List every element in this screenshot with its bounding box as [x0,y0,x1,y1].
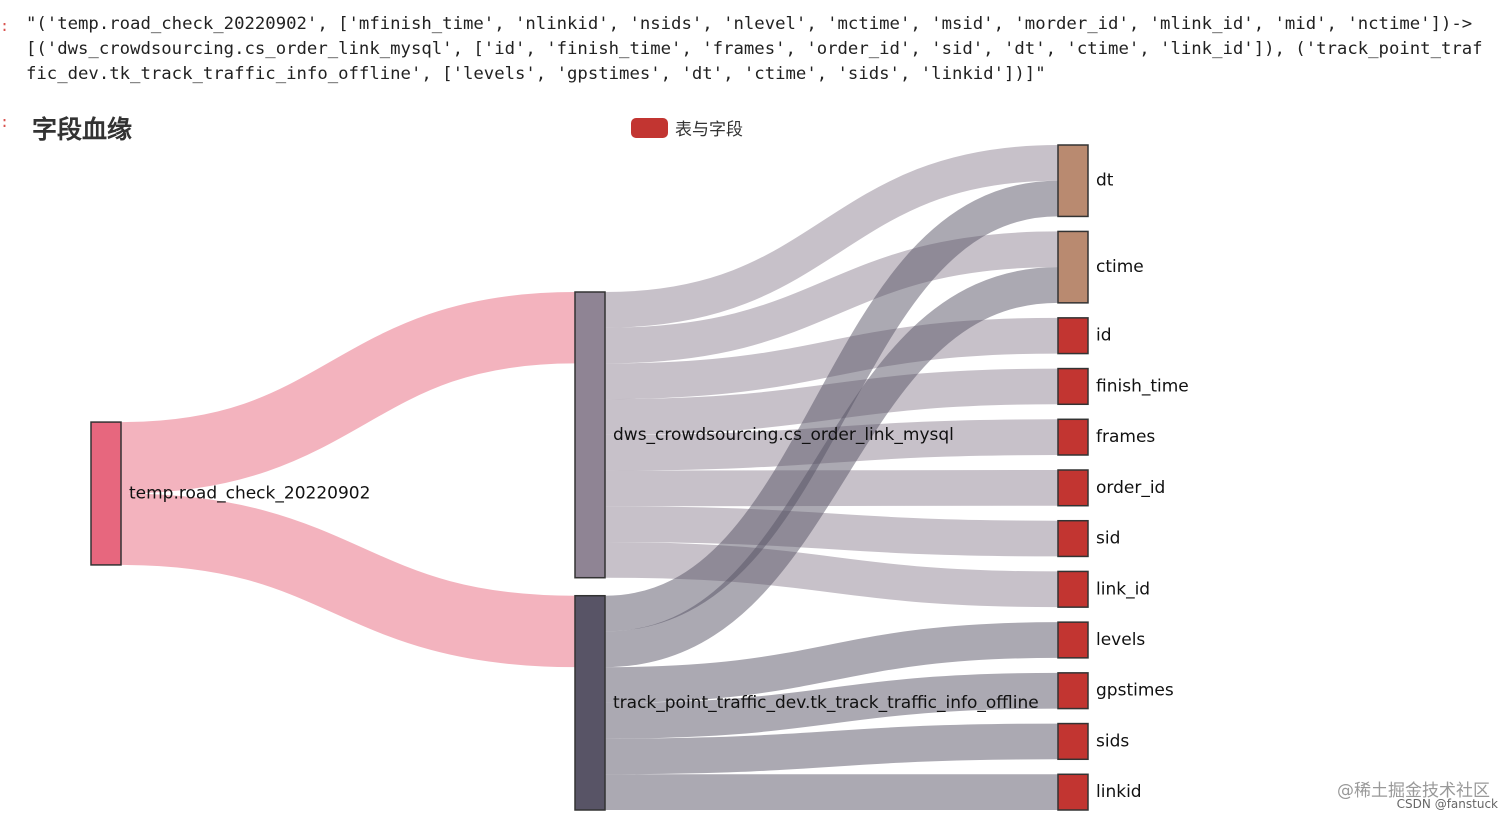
sankey-link[interactable] [604,541,1059,608]
sankey-node-label: gpstimes [1096,681,1174,701]
output-line: fic_dev.tk_track_traffic_info_offline', … [26,64,1046,84]
sankey-node[interactable] [1057,144,1089,218]
chart-legend[interactable]: 表与字段 [631,115,743,140]
sankey-node-label: sid [1096,529,1120,549]
sankey-link[interactable] [120,493,576,668]
sankey-link[interactable] [604,180,1059,632]
sankey-node[interactable] [90,421,122,566]
sankey-node-label: finish_time [1096,376,1189,396]
sankey-node-label: ctime [1096,257,1144,277]
sankey-node[interactable] [1057,418,1089,456]
chart-title: 字段血缘 [32,115,133,144]
legend-label[interactable]: 表与字段 [675,120,743,140]
sankey-link[interactable] [604,723,1059,775]
sankey-node[interactable] [1057,773,1089,811]
sankey-node[interactable] [1057,230,1089,304]
output-line: [('dws_crowdsourcing.cs_order_link_mysql… [26,39,1483,59]
sankey-node[interactable] [1057,519,1089,558]
output-line: "('temp.road_check_20220902', ['mfinish_… [26,14,1473,34]
legend-swatch[interactable] [631,117,668,138]
sankey-node[interactable] [574,594,606,811]
sankey-node[interactable] [1057,722,1089,761]
sankey-link[interactable] [604,267,1059,668]
sankey-node[interactable] [1057,621,1089,659]
watermark-text: @稀土掘金技术社区 [1337,781,1490,801]
sankey-node-label: temp.road_check_20220902 [129,484,370,504]
output-prompt-marker: : [0,17,10,35]
sankey-link[interactable] [604,672,1059,739]
sankey-node-label: track_point_traffic_dev.tk_track_traffic… [613,693,1039,713]
sankey-node-label: dws_crowdsourcing.cs_order_link_mysql [613,425,954,445]
sankey-node[interactable] [1057,570,1089,608]
sankey-link[interactable] [604,231,1059,364]
sankey-link[interactable] [120,291,576,494]
output-prompt-marker: : [0,113,10,131]
sankey-node[interactable] [1057,672,1089,710]
sankey-node-label: order_id [1096,478,1165,498]
sankey-node-label: levels [1096,630,1145,650]
sankey-node-label: frames [1096,427,1155,447]
sankey-node[interactable] [1057,469,1089,507]
sankey-link[interactable] [604,506,1059,557]
sankey-node-label: id [1096,326,1112,346]
sankey-link[interactable] [604,317,1059,400]
sankey-node[interactable] [1057,367,1089,406]
sankey-node-label: link_id [1096,579,1150,599]
sankey-link[interactable] [604,622,1059,703]
sankey-node[interactable] [1057,317,1089,355]
sankey-node-label: dt [1096,171,1114,191]
sankey-link[interactable] [604,144,1059,328]
cell-output-text: "('temp.road_check_20220902', ['mfinish_… [26,12,1496,87]
sankey-node-label: linkid [1096,782,1142,802]
sankey-node[interactable] [574,291,606,579]
sankey-node-label: sids [1096,731,1129,751]
watermark-credit: CSDN @fanstuck [1396,797,1498,811]
